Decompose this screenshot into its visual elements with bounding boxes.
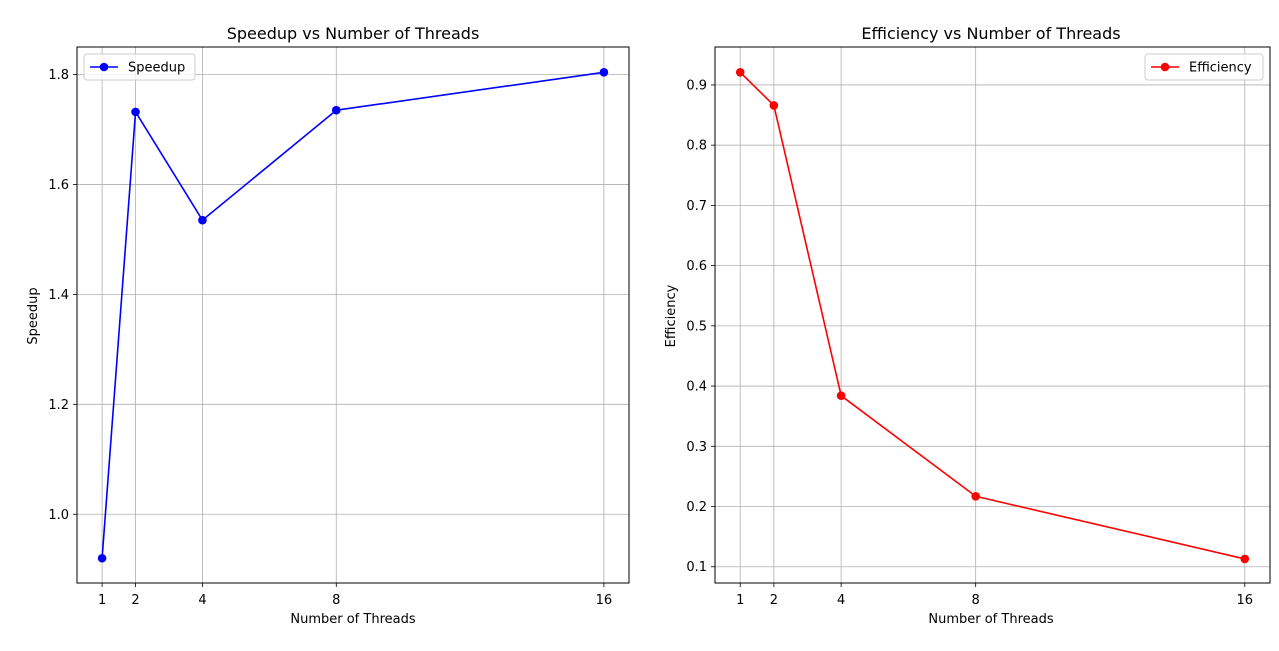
y-tick-label: 1.6 — [48, 178, 69, 193]
plot-frame — [714, 46, 1271, 584]
plot-frame — [76, 46, 630, 584]
y-tick-label: 0.3 — [686, 440, 707, 455]
y-tick-label: 0.8 — [686, 139, 707, 154]
data-point — [97, 553, 107, 563]
data-point — [599, 67, 609, 77]
legend-label: Efficiency — [1189, 61, 1252, 76]
y-ticks: 0.1 0.2 0.3 0.4 0.5 0.6 0.7 0.8 0.9 — [686, 78, 715, 575]
y-tick-label: 0.9 — [686, 78, 707, 93]
data-point — [769, 101, 779, 110]
y-axis-label: Efficiency — [664, 284, 679, 347]
legend: Efficiency — [1144, 53, 1264, 81]
efficiency-chart: Efficiency vs Number of Threads Number o… — [664, 24, 1271, 627]
x-axis-label: Number of Threads — [928, 612, 1053, 627]
legend-box — [1144, 53, 1264, 81]
x-ticks: 1 2 4 8 16 — [736, 583, 1253, 608]
x-tick-label: 4 — [837, 593, 845, 608]
x-tick-label: 1 — [736, 593, 744, 608]
x-tick-label: 8 — [972, 593, 980, 608]
y-tick-label: 0.1 — [686, 560, 707, 575]
y-tick-label: 0.5 — [686, 319, 707, 334]
legend-marker — [1160, 62, 1170, 72]
x-axis-label: Number of Threads — [290, 612, 415, 627]
speedup-chart: Speedup vs Number of Threads Number of T… — [26, 24, 630, 627]
x-tick-label: 16 — [596, 593, 613, 608]
data-point — [198, 215, 207, 225]
grid-lines — [77, 47, 629, 583]
legend-box — [83, 53, 196, 81]
x-tick-label: 8 — [332, 593, 340, 608]
legend-label: Speedup — [128, 61, 185, 76]
legend: Speedup — [83, 53, 196, 81]
x-tick-label: 4 — [198, 593, 206, 608]
series-line — [101, 71, 605, 559]
legend-marker — [99, 62, 109, 72]
chart-title: Efficiency vs Number of Threads — [861, 24, 1120, 43]
data-point — [735, 67, 745, 77]
y-tick-label: 0.4 — [686, 380, 707, 395]
series-group — [735, 67, 1250, 564]
grid-lines — [715, 47, 1270, 583]
x-tick-label: 1 — [98, 593, 106, 608]
y-tick-label: 0.6 — [686, 259, 707, 274]
chart-title: Speedup vs Number of Threads — [227, 24, 480, 43]
y-tick-label: 1.0 — [48, 508, 69, 523]
data-point — [1240, 554, 1250, 564]
y-tick-label: 0.2 — [686, 500, 707, 515]
y-tick-label: 1.8 — [48, 68, 69, 83]
x-tick-label: 16 — [1236, 593, 1253, 608]
data-point — [331, 105, 341, 115]
x-ticks: 1 2 4 8 16 — [98, 583, 612, 608]
y-tick-label: 0.7 — [686, 199, 707, 214]
x-tick-label: 2 — [131, 593, 139, 608]
data-point — [131, 107, 140, 117]
x-tick-label: 2 — [770, 593, 778, 608]
y-axis-label: Speedup — [26, 287, 41, 344]
y-tick-label: 1.4 — [48, 288, 69, 303]
y-tick-label: 1.2 — [48, 398, 69, 413]
data-point — [836, 391, 846, 401]
data-point — [971, 491, 980, 501]
y-ticks: 1.0 1.2 1.4 1.6 1.8 — [48, 68, 77, 523]
series-group — [97, 67, 609, 563]
